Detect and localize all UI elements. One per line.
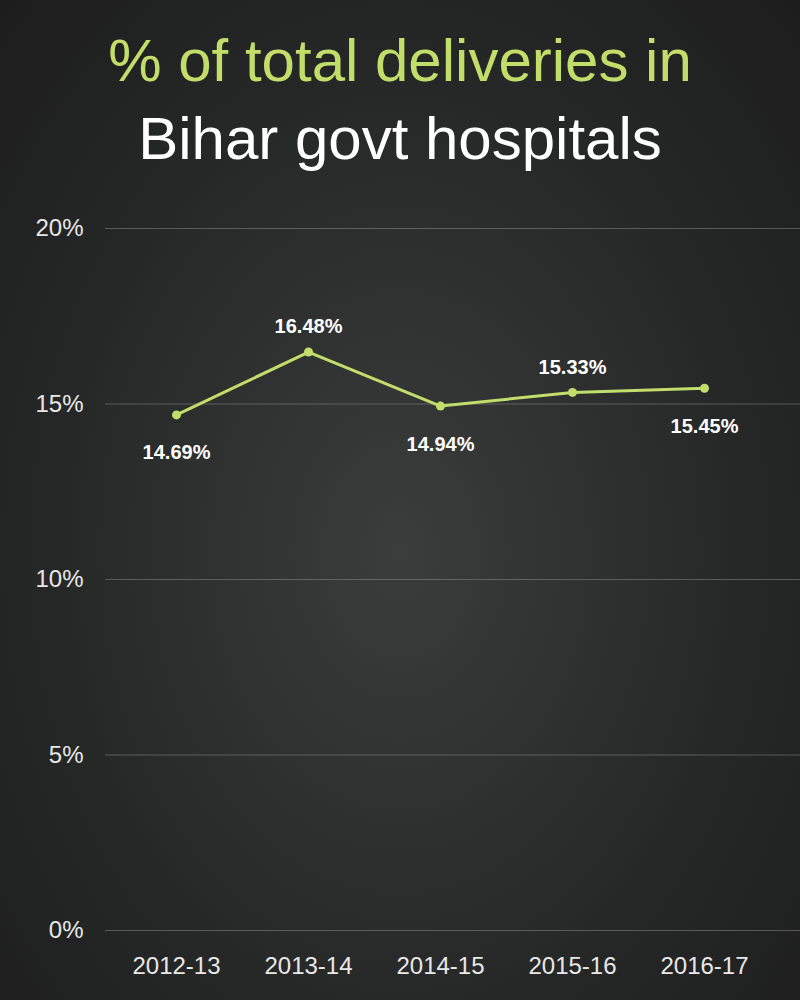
svg-text:16.48%: 16.48% (275, 315, 343, 337)
svg-text:2016-17: 2016-17 (660, 952, 748, 979)
svg-text:15.33%: 15.33% (539, 356, 607, 378)
svg-text:5%: 5% (49, 741, 84, 768)
svg-text:14.69%: 14.69% (143, 441, 211, 463)
svg-text:15%: 15% (35, 390, 83, 417)
svg-text:10%: 10% (35, 565, 83, 592)
svg-text:0%: 0% (49, 916, 84, 943)
svg-text:14.94%: 14.94% (407, 433, 475, 455)
svg-text:2013-14: 2013-14 (264, 952, 352, 979)
svg-text:15.45%: 15.45% (671, 415, 739, 437)
html-text:% of total deliveries in: % of total deliveries in (108, 27, 692, 94)
svg-text:20%: 20% (35, 214, 83, 241)
svg-text:2014-15: 2014-15 (396, 952, 484, 979)
svg-text:2015-16: 2015-16 (528, 952, 616, 979)
svg-text:2012-13: 2012-13 (132, 952, 220, 979)
html-text:Bihar govt hospitals: Bihar govt hospitals (138, 105, 662, 172)
